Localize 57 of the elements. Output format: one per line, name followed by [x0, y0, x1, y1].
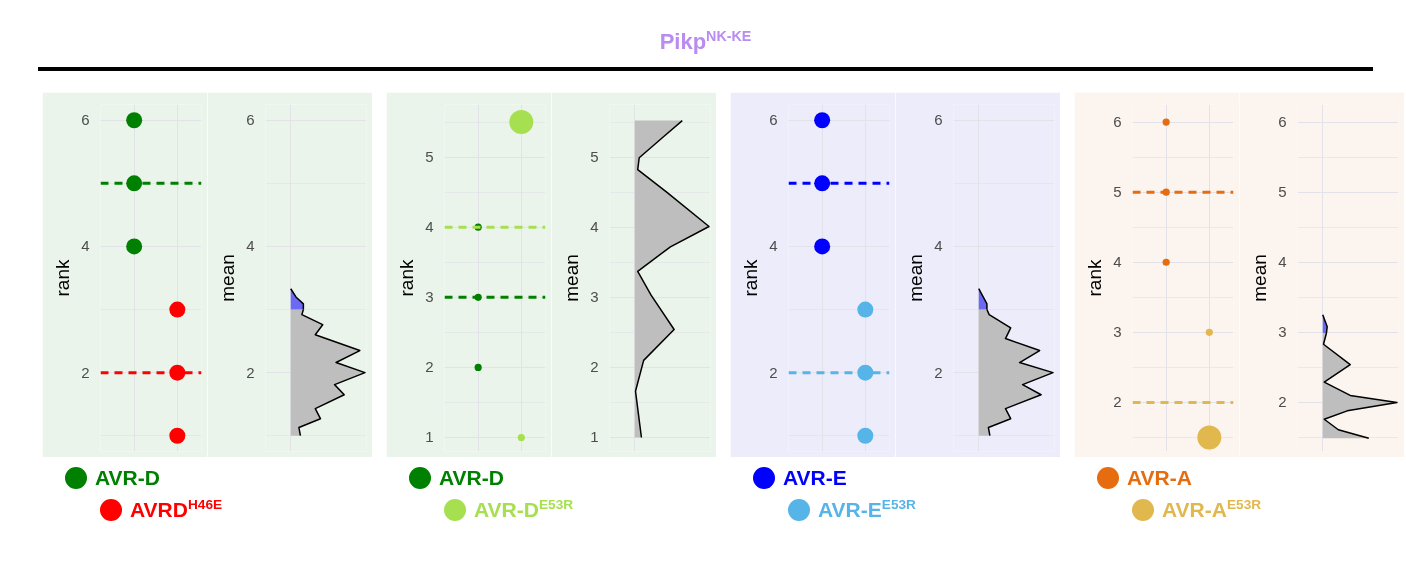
y-tick-label: 4: [590, 218, 599, 236]
y-axis-title: rank: [740, 259, 762, 297]
y-tick-label: 1: [590, 428, 599, 446]
point: [814, 238, 831, 255]
y-tick-label: 2: [590, 358, 599, 376]
point: [169, 301, 186, 318]
y-tick-label: 5: [425, 148, 434, 166]
y-tick-label: 2: [769, 363, 778, 381]
y-tick-label: 2: [934, 363, 943, 381]
y-tick-label: 4: [246, 237, 255, 255]
y-tick-label: 3: [1278, 323, 1287, 341]
y-axis-title: mean: [217, 254, 239, 302]
y-tick-label: 4: [1113, 253, 1122, 271]
y-axis-title: rank: [52, 259, 74, 297]
legend-label: AVR-E: [783, 465, 847, 491]
y-axis-title: mean: [905, 254, 927, 302]
y-axis-title: rank: [396, 259, 418, 297]
y-axis-title: mean: [1249, 254, 1271, 302]
legend-label: AVR-D: [95, 465, 160, 491]
legend-label: AVR-A$^{E53R}$: [1162, 496, 1262, 523]
y-tick-label: 6: [1113, 113, 1122, 131]
y-tick-label: 4: [1278, 253, 1287, 271]
point: [857, 427, 874, 444]
y-tick-label: 4: [769, 237, 778, 255]
y-tick-label: 6: [81, 111, 90, 129]
y-tick-label: 2: [246, 363, 255, 381]
y-tick-label: 6: [769, 111, 778, 129]
y-axis-title: rank: [1084, 259, 1106, 297]
point: [857, 301, 874, 318]
y-tick-label: 2: [425, 358, 434, 376]
point: [169, 427, 186, 444]
legend-label: AVR-D$^{E53R}$: [474, 496, 574, 523]
text: Pikp$^{NK-KE}$: [658, 27, 753, 57]
y-tick-label: 6: [246, 111, 255, 129]
point: [126, 112, 143, 129]
y-tick-label: 4: [81, 237, 90, 255]
legend-label: AVRD$^{H46E}$: [130, 496, 223, 523]
legend-label: AVR-D: [439, 465, 504, 491]
y-tick-label: 6: [934, 111, 943, 129]
y-tick-label: 6: [1278, 113, 1287, 131]
y-tick-label: 4: [425, 218, 434, 236]
y-tick-label: 4: [934, 237, 943, 255]
y-tick-label: 5: [1113, 183, 1122, 201]
y-tick-label: 3: [1113, 323, 1122, 341]
point: [814, 112, 831, 129]
y-tick-label: 2: [81, 363, 90, 381]
y-axis-title: mean: [561, 254, 583, 302]
y-tick-label: 1: [425, 428, 434, 446]
y-tick-label: 5: [590, 148, 599, 166]
y-tick-label: 3: [425, 288, 434, 306]
y-tick-label: 5: [1278, 183, 1287, 201]
y-tick-label: 2: [1113, 393, 1122, 411]
legend-label: AVR-E$^{E53R}$: [818, 496, 916, 523]
y-tick-label: 3: [590, 288, 599, 306]
legend-label: AVR-A: [1127, 465, 1192, 491]
point: [126, 238, 143, 255]
y-tick-label: 2: [1278, 393, 1287, 411]
